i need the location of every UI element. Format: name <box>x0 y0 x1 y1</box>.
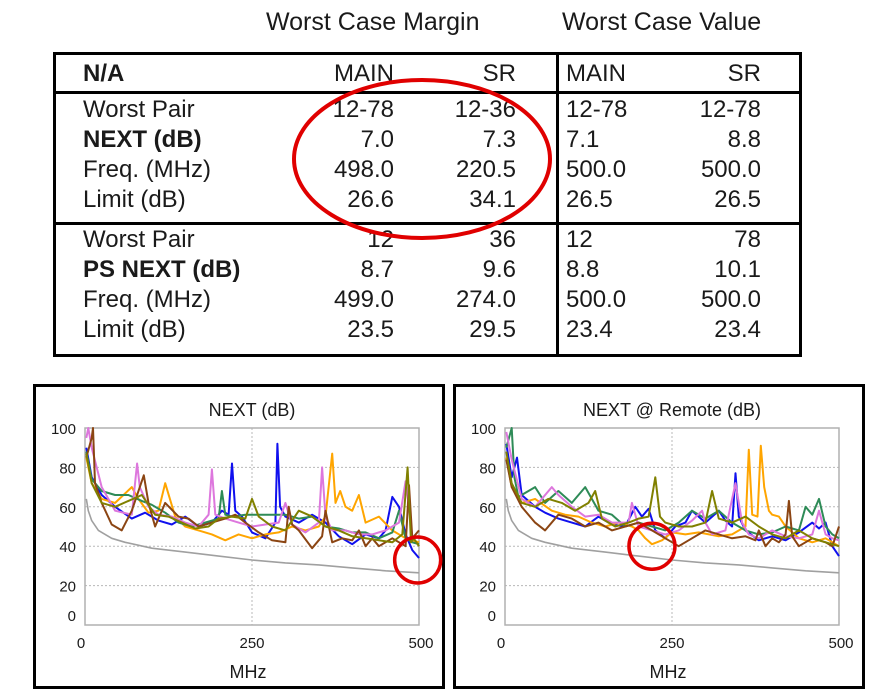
x-tick-label: 0 <box>77 635 85 652</box>
chart-svg: NEXT @ Remote (dB) 0 20 40 60 80 100 0 250 500 MHz <box>471 400 854 682</box>
chart-title: NEXT @ Remote (dB) <box>583 400 761 420</box>
cell-margin-sr: 29.5 <box>469 316 516 343</box>
x-tick-label: 500 <box>408 635 433 652</box>
header-value-sr: SR <box>727 60 761 87</box>
row-label: Worst Pair <box>83 226 195 253</box>
chart-next-remote: NEXT @ Remote (dB) 0 20 40 60 80 100 0 250 500 MHz <box>453 384 865 689</box>
cell-value-sr: 500.0 <box>700 156 761 183</box>
cell-margin-sr: 274.0 <box>455 286 516 313</box>
series-line-olive <box>85 453 420 547</box>
cell-value-sr: 78 <box>734 226 761 253</box>
series-line-olive <box>505 451 840 548</box>
y-tick-label: 40 <box>59 539 76 556</box>
row-label: Limit (dB) <box>83 186 186 213</box>
y-tick-label: 40 <box>479 539 496 556</box>
cell-value-sr: 8.8 <box>727 126 761 153</box>
cell-margin-sr: 7.3 <box>482 126 516 153</box>
cell-margin-main: 26.6 <box>347 186 394 213</box>
header-value-main: MAIN <box>566 60 626 87</box>
cell-margin-main: 23.5 <box>347 316 394 343</box>
y-tick-label: 60 <box>59 500 76 517</box>
series-line-limit <box>85 498 420 574</box>
row-label: PS NEXT (dB) <box>83 256 241 283</box>
x-tick-label: 250 <box>239 635 264 652</box>
row-label: NEXT (dB) <box>83 126 202 153</box>
cell-value-sr: 23.4 <box>714 316 761 343</box>
cell-margin-main: 12 <box>367 226 394 253</box>
row-label: Freq. (MHz) <box>83 156 211 183</box>
cell-value-main: 7.1 <box>566 126 600 153</box>
cell-value-main: 8.8 <box>566 256 600 283</box>
x-tick-label: 0 <box>497 635 505 652</box>
cell-value-main: 12 <box>566 226 593 253</box>
group-header-worst-case-margin: Worst Case Margin <box>266 8 480 36</box>
cell-value-main: 500.0 <box>566 286 627 313</box>
series-line-green <box>85 451 420 546</box>
cell-value-main: 500.0 <box>566 156 627 183</box>
y-tick-label: 80 <box>59 460 76 477</box>
y-tick-label: 100 <box>51 421 76 438</box>
y-tick-label: 80 <box>479 460 496 477</box>
row-label: Worst Pair <box>83 96 195 123</box>
header-margin-main: MAIN <box>334 60 394 87</box>
cell-margin-main: 8.7 <box>360 256 394 283</box>
cell-margin-sr: 36 <box>489 226 516 253</box>
cell-margin-sr: 12-36 <box>454 96 516 123</box>
y-tick-label: 100 <box>471 421 496 438</box>
x-tick-label: 250 <box>659 635 684 652</box>
row-label: Freq. (MHz) <box>83 286 211 313</box>
cell-value-main: 12-78 <box>566 96 628 123</box>
header-margin-sr: SR <box>482 60 516 87</box>
results-table: N/A MAIN SR MAIN SR Worst Pair 12-78 12-36… <box>53 52 802 357</box>
y-tick-label: 60 <box>479 500 496 517</box>
plot-area <box>84 427 420 626</box>
cell-value-sr: 10.1 <box>714 256 761 283</box>
series-line-orange <box>85 452 420 544</box>
cell-margin-main: 12-78 <box>332 96 394 123</box>
y-tick-label: 0 <box>68 608 76 625</box>
series-line-blue <box>85 442 420 559</box>
y-tick-label: 20 <box>479 579 496 596</box>
row-label: Limit (dB) <box>83 316 186 343</box>
highlight-circle <box>627 521 677 571</box>
series-line-brown <box>505 459 840 548</box>
series-line-limit <box>505 498 840 574</box>
y-tick-label: 0 <box>488 608 496 625</box>
chart-title: NEXT (dB) <box>209 400 296 420</box>
cell-value-sr: 12-78 <box>699 96 761 123</box>
group-divider <box>556 55 559 354</box>
x-axis-label: MHz <box>650 662 687 682</box>
cell-value-main: 26.5 <box>566 186 613 213</box>
y-tick-label: 20 <box>59 579 76 596</box>
group-header-worst-case-value: Worst Case Value <box>562 8 762 36</box>
highlight-circle <box>392 535 443 585</box>
cell-value-sr: 26.5 <box>714 186 761 213</box>
series-line-violet <box>505 431 840 542</box>
series-line-brown <box>85 427 420 550</box>
cell-margin-sr: 220.5 <box>455 156 516 183</box>
cell-value-main: 23.4 <box>566 316 613 343</box>
cell-margin-sr: 34.1 <box>469 186 516 213</box>
x-axis-label: MHz <box>230 662 267 682</box>
cell-margin-sr: 9.6 <box>482 256 516 283</box>
chart-svg: NEXT (dB) 0 20 40 60 80 100 0 250 500 MHz <box>51 400 443 682</box>
cell-value-sr: 500.0 <box>700 286 761 313</box>
cell-margin-main: 498.0 <box>333 156 394 183</box>
x-tick-label: 500 <box>828 635 853 652</box>
cell-margin-main: 499.0 <box>333 286 394 313</box>
series-line-green <box>505 427 840 540</box>
header-label: N/A <box>83 60 125 87</box>
series-line-orange <box>505 444 840 548</box>
header-divider <box>56 91 799 94</box>
chart-next: NEXT (dB) 0 20 40 60 80 100 0 250 500 MHz <box>33 384 445 689</box>
cell-margin-main: 7.0 <box>360 126 394 153</box>
